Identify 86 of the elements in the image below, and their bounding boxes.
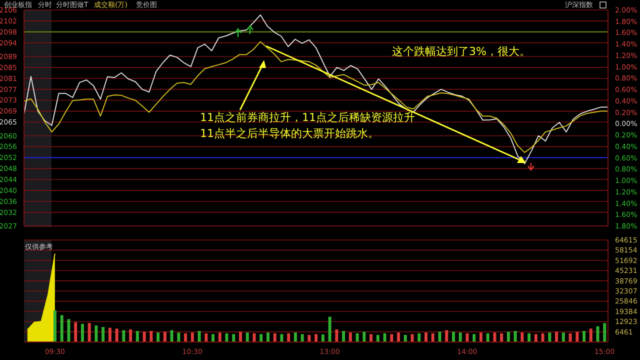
bar — [260, 334, 263, 342]
bar — [520, 332, 524, 342]
bar — [452, 332, 455, 342]
bar — [506, 332, 510, 342]
bar — [280, 334, 284, 342]
bar — [582, 330, 586, 342]
bar — [300, 334, 304, 342]
bar — [102, 327, 105, 342]
bar — [383, 333, 386, 342]
bar — [273, 333, 276, 342]
bar — [115, 328, 118, 342]
bar — [466, 333, 469, 342]
bar — [212, 334, 215, 342]
bar — [534, 334, 538, 342]
bar — [438, 332, 442, 342]
bar — [218, 332, 222, 342]
bar — [170, 330, 174, 342]
bar — [238, 332, 242, 342]
bar — [562, 332, 565, 342]
bar — [190, 332, 194, 342]
bar — [88, 323, 91, 342]
bar — [142, 332, 146, 342]
bar — [431, 333, 434, 342]
annotation: 这个跌幅达到了3%，很大。 — [392, 45, 530, 58]
bar — [163, 332, 166, 342]
annotation: 11点半之后半导体的大票开始跳水。 — [200, 127, 379, 140]
bar — [596, 326, 600, 342]
bar — [548, 332, 552, 342]
bar — [568, 333, 572, 342]
bar — [74, 322, 78, 342]
bar — [232, 334, 236, 342]
bar — [404, 334, 407, 342]
bar — [108, 328, 112, 342]
bar — [150, 330, 153, 342]
bar — [472, 334, 476, 342]
bar — [321, 334, 324, 342]
bar — [156, 332, 160, 342]
bar — [314, 334, 318, 342]
line-series — [24, 41, 608, 153]
bar — [555, 332, 558, 342]
annotation: 11点之前券商拉升，11点之后稀缺资源拉升 — [200, 111, 415, 124]
bar — [486, 333, 490, 342]
bar — [335, 329, 338, 342]
bar — [458, 332, 462, 342]
bar — [445, 330, 448, 342]
bar — [576, 332, 579, 342]
line-series — [24, 14, 608, 164]
bar — [589, 328, 592, 342]
bar — [198, 330, 201, 342]
bar — [225, 333, 228, 342]
bar — [500, 333, 504, 342]
bar — [410, 334, 414, 342]
bar — [328, 316, 332, 342]
bar — [177, 332, 180, 342]
bar — [348, 332, 352, 342]
bar — [266, 332, 270, 342]
bar — [246, 332, 249, 342]
bar — [122, 330, 126, 342]
bar — [362, 332, 366, 342]
bar — [80, 324, 84, 342]
bar — [204, 333, 208, 342]
bar — [287, 333, 290, 342]
bar — [94, 325, 98, 342]
bar — [129, 329, 132, 342]
bar — [514, 330, 517, 342]
bar — [418, 333, 421, 342]
bar — [397, 332, 400, 342]
bar — [308, 334, 311, 342]
bar — [252, 333, 256, 342]
bar — [356, 333, 359, 342]
bar — [493, 332, 496, 342]
bar — [479, 332, 482, 342]
bar — [376, 334, 380, 342]
bar — [603, 323, 606, 342]
bar — [528, 333, 531, 342]
bar — [136, 330, 139, 342]
bar — [294, 332, 297, 342]
bar — [370, 334, 373, 342]
bar — [60, 315, 64, 342]
bar — [424, 332, 428, 342]
bar — [342, 330, 346, 342]
bar — [184, 333, 188, 342]
bar — [541, 333, 544, 342]
bar — [390, 334, 394, 342]
bar — [67, 319, 70, 342]
bar — [53, 310, 56, 342]
